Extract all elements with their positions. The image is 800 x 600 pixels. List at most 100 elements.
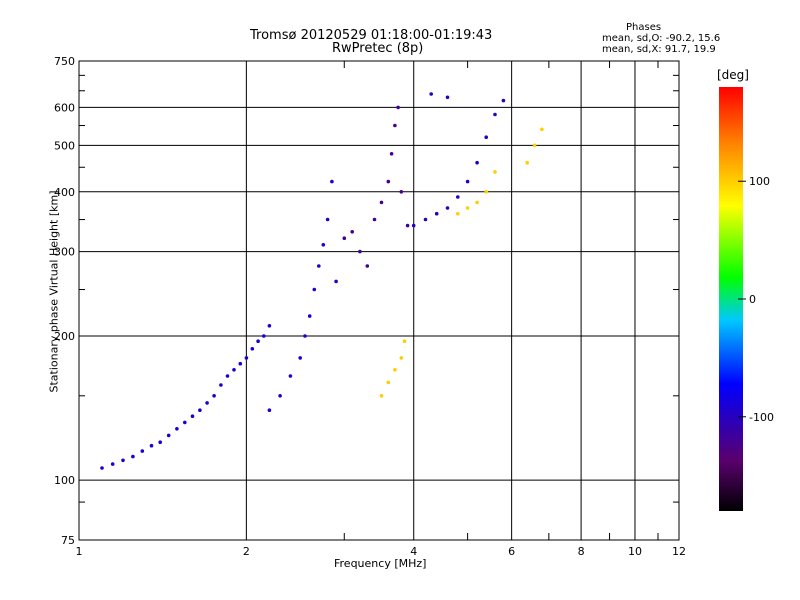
scatter-point [110,462,115,466]
x-tick-label: 10 [628,545,642,558]
scatter-point [399,356,404,360]
scatter-point [475,200,479,205]
y-tick-label: 600 [54,101,75,114]
x-ticks: 1 2 4 6 8 10 12 [76,61,686,558]
scatter-point [244,356,249,360]
scatter-point [465,179,470,184]
scatter-point [493,112,497,117]
scatter-point [396,105,400,110]
scatter-point [100,466,104,470]
x-tick-label: 2 [243,545,250,558]
colorbar-ticks: 100 0 -100 [738,175,774,424]
scatter-point [330,179,334,184]
scatter-point [312,287,317,292]
y-tick-label: 400 [54,186,75,199]
scatter-point [445,95,450,100]
x-tick-label: 8 [578,545,585,558]
scatter-point [501,98,506,103]
scatter-point [411,223,416,228]
scatter-point [256,339,260,344]
y-tick-label: 75 [61,534,75,547]
scatter-point [267,324,272,328]
y-tick-label: 300 [54,246,75,259]
scatter-point [532,143,537,148]
scatter-point [334,279,338,284]
phases-o-line: mean, sd,O: -90.2, 15.6 [602,33,721,44]
scatter-point [140,449,145,453]
data-points [100,92,544,470]
scatter-point [238,361,243,366]
scatter-point [166,433,171,438]
colorbar-tick-label: -100 [749,411,774,424]
scatter-point [405,223,410,228]
scatter-point [393,123,397,128]
scatter-point [484,190,489,194]
chart-title: Tromsø 20120529 01:18:00-01:19:43 [250,28,493,43]
phases-x-line: mean, sd,X: 91.7, 19.9 [602,44,716,55]
scatter-point [250,347,255,351]
scatter-point [365,264,370,268]
scatter-point [540,127,544,132]
scatter-point [212,394,216,398]
scatter-point [158,440,162,445]
y-tick-label: 100 [54,474,75,487]
scatter-point [475,160,479,165]
colorbar-label: [deg] [717,68,749,82]
y-tick-label: 200 [54,330,75,343]
scatter-point [386,380,391,385]
scatter-point [262,334,266,338]
grid-lines [79,61,679,540]
colorbar-tick-label: 100 [749,175,770,188]
scatter-point [358,249,362,254]
x-axis-label: Frequency [MHz] [334,557,427,570]
scatter-point [399,190,404,194]
x-tick-label: 4 [410,545,417,558]
scatter-point [298,356,303,360]
y-ticks: 75 100 200 300 400 500 600 750 [54,55,679,547]
scatter-point [402,339,407,344]
scatter-point [493,170,497,174]
scatter-point [434,211,439,216]
scatter-point [423,217,428,222]
scatter-point [190,414,195,419]
y-tick-label: 500 [54,139,75,152]
scatter-point [205,401,209,405]
chart-subtitle: RwPretec (8p) [332,41,424,56]
scatter-point [386,179,391,184]
scatter-point [325,217,330,222]
scatter-point [278,394,282,398]
scatter-point [131,454,135,459]
scatter-point [465,206,470,210]
plot-frame [78,60,680,541]
scatter-point [484,135,489,139]
colorbar-tick-label: 0 [749,293,756,306]
scatter-point [267,408,272,413]
scatter-point [225,374,230,378]
scatter-point [456,211,460,216]
scatter-point [350,230,355,234]
phases-heading: Phases [626,22,662,33]
scatter-point [232,368,236,372]
scatter-point [321,243,326,247]
scatter-point [379,394,384,398]
scatter-point [372,217,377,222]
scatter-point [317,264,321,268]
scatter-point [121,458,125,463]
scatter-point [525,160,529,165]
scatter-point [219,383,223,387]
scatter-point [149,443,154,448]
scatter-point [175,427,179,431]
x-tick-label: 6 [508,545,515,558]
scatter-point [303,334,307,338]
scatter-point [429,92,434,96]
scatter-point [198,408,202,413]
scatter-point [389,152,394,156]
scatter-point [393,368,397,372]
scatter-point [183,420,187,425]
scatter-point [288,374,293,378]
y-tick-label: 750 [54,55,75,68]
scatter-point [445,206,450,210]
scatter-point [456,195,460,199]
x-tick-label: 1 [76,545,83,558]
